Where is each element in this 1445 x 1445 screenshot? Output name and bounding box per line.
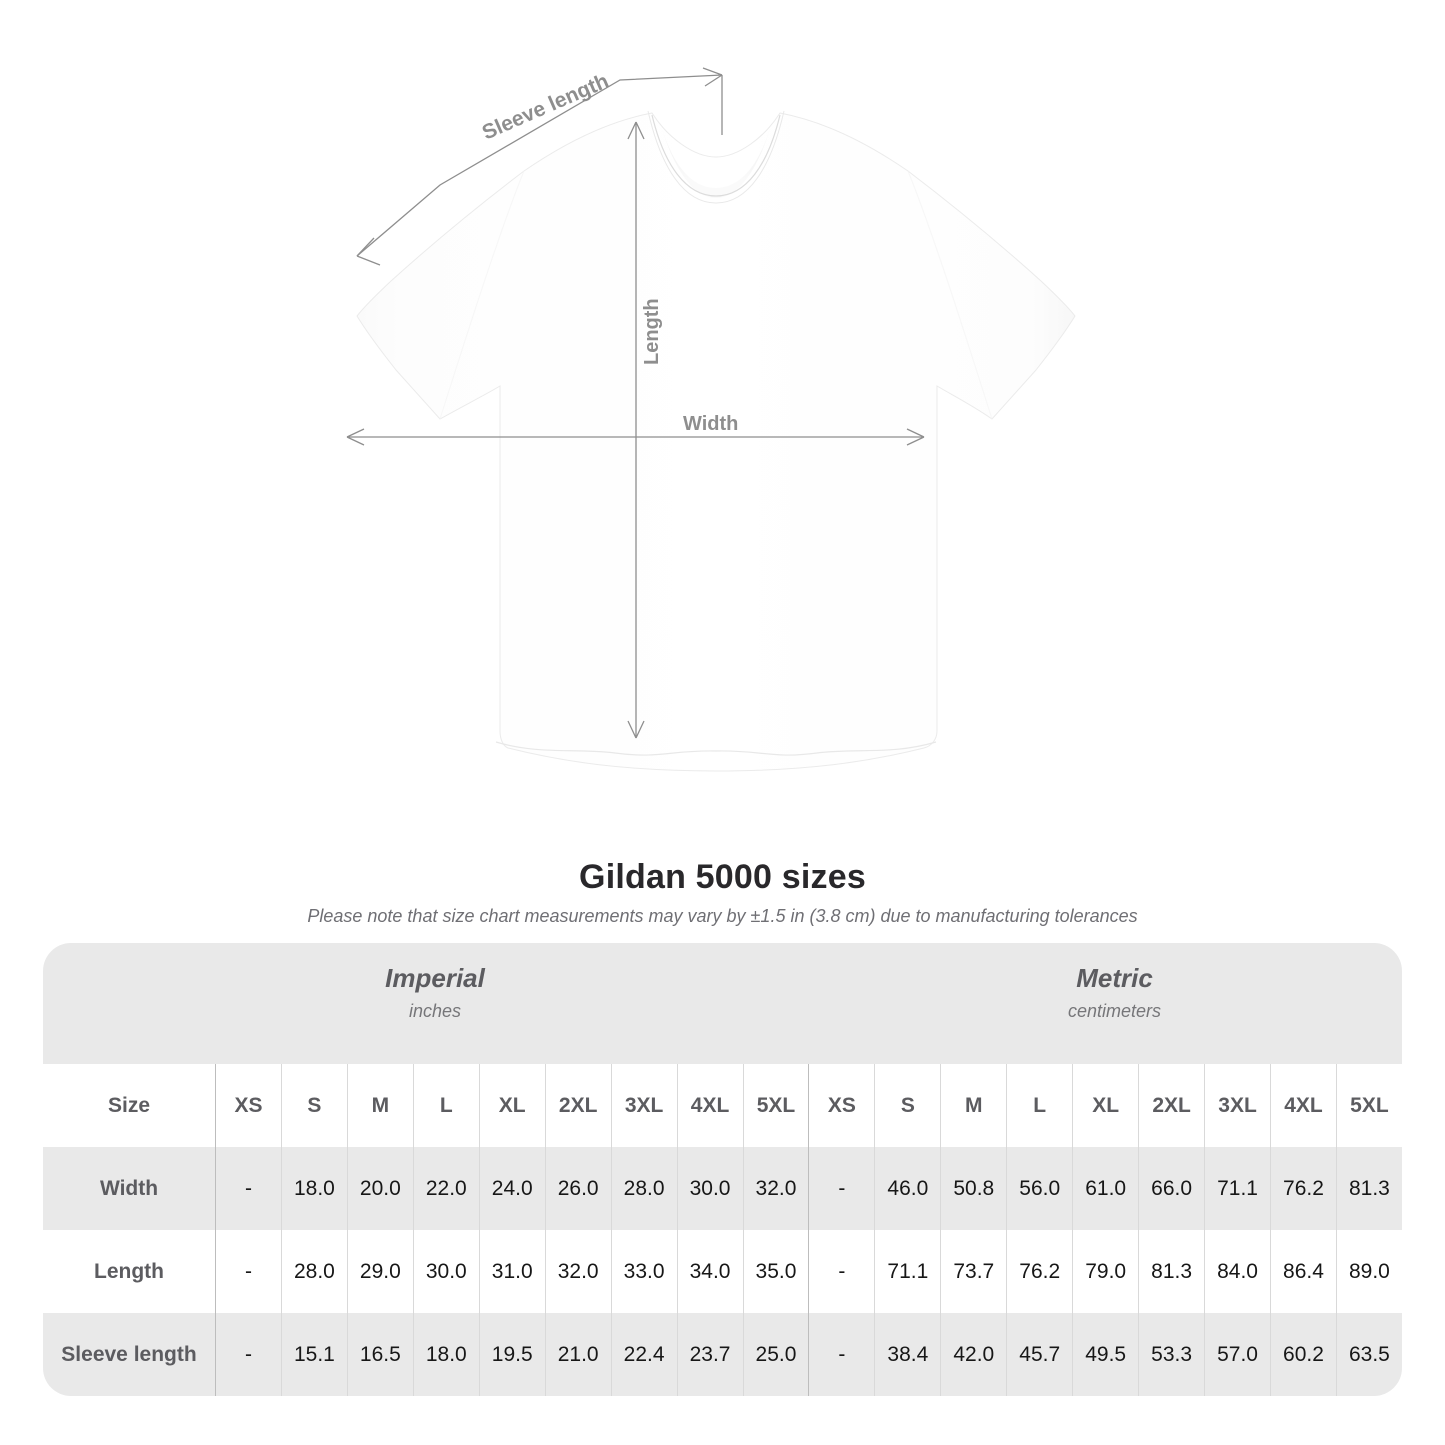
svg-text:Width: Width	[683, 413, 738, 435]
svg-text:Length: Length	[641, 298, 663, 365]
